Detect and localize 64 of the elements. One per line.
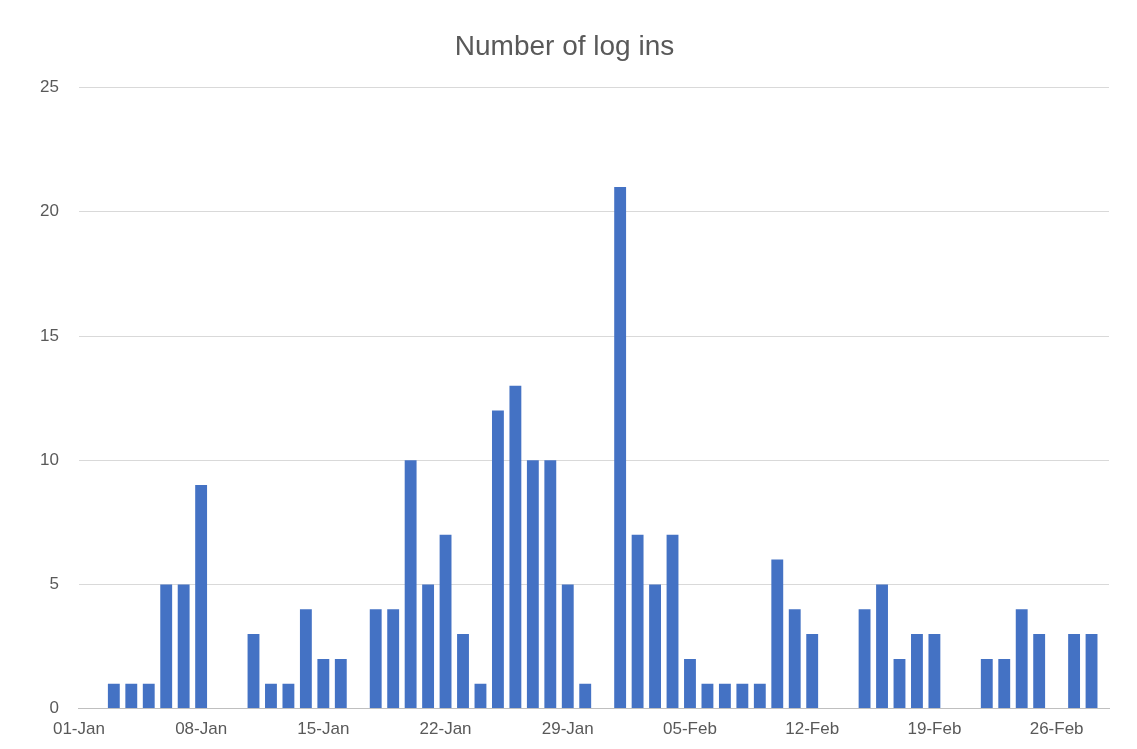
bar [1085,634,1098,709]
x-tick-label: 01-Jan [52,719,105,739]
bar [858,609,871,709]
bar [806,634,819,709]
bar [299,609,312,709]
bar [404,460,417,709]
bar [998,658,1011,709]
bar [177,584,190,709]
bar [666,534,679,709]
bar [125,683,138,709]
bar [509,385,522,709]
bar [334,658,347,709]
bar [631,534,644,709]
bar [317,658,330,709]
bar [247,634,260,709]
x-tick-label: 15-Jan [297,719,350,739]
bar [107,683,120,709]
y-tick-label: 25 [39,77,59,97]
bar [160,584,173,709]
bar [736,683,749,709]
y-tick-label: 10 [39,449,59,469]
bar [1068,634,1081,709]
bar [928,634,941,709]
x-tick-label: 22-Jan [419,719,472,739]
bar [718,683,731,709]
bar [649,584,661,709]
x-tick-label: 19-Feb [907,719,962,739]
bar [439,534,452,709]
bar [684,658,696,709]
y-tick-label: 15 [39,325,59,345]
bar [1015,609,1028,709]
bar [491,410,504,709]
bar [142,683,155,709]
bar [282,683,295,709]
bar [753,683,766,709]
bar [579,683,592,709]
bar [369,609,382,709]
x-tick-label: 05-Feb [663,719,717,739]
bar [474,683,487,709]
x-tick-label: 29-Jan [541,719,594,739]
bar [544,460,557,709]
bar [788,609,801,709]
x-tick-label: 26-Feb [1029,719,1084,739]
bar [526,460,539,709]
x-tick-label: 08-Jan [175,719,228,739]
bar [422,584,435,709]
bar [771,559,784,709]
bar [561,584,574,709]
y-tick-label: 5 [49,574,59,594]
bar [876,584,888,709]
bar [893,658,906,709]
x-tick-label: 12-Feb [785,719,840,739]
bar [195,485,208,709]
bar [701,683,714,709]
bar [1033,634,1046,709]
y-tick-label: 0 [49,698,59,718]
bar [980,658,993,709]
bar [387,609,400,709]
bar [265,683,277,709]
bar [911,634,923,709]
bar [614,186,627,709]
y-tick-label: 20 [39,201,59,221]
chart-title: Number of log ins [454,29,675,61]
bar [457,634,469,709]
